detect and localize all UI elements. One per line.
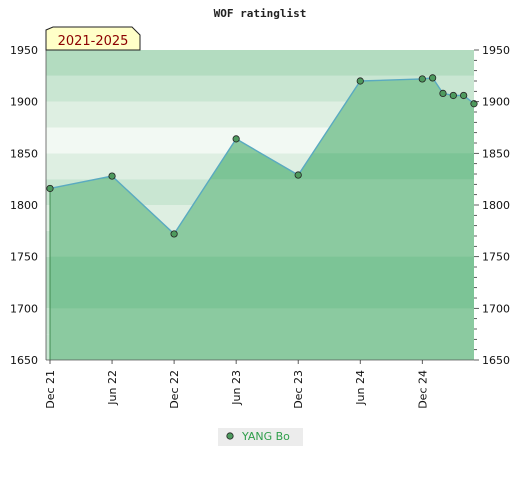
period-badge-shape <box>45 26 141 51</box>
y-tick-label-left: 1700 <box>10 302 38 315</box>
y-tick-label-left: 1850 <box>10 147 38 160</box>
x-tick-label: Dec 24 <box>416 370 429 409</box>
data-point[interactable] <box>470 100 478 108</box>
y-tick-label-left: 1650 <box>10 354 38 367</box>
legend-box <box>218 428 303 446</box>
y-tick-label-right: 1900 <box>482 96 510 109</box>
series-markers <box>46 74 478 238</box>
y-tick-label-left: 1900 <box>10 96 38 109</box>
data-point[interactable] <box>449 91 457 100</box>
data-point[interactable] <box>232 135 240 143</box>
dark-band <box>50 256 474 309</box>
x-tick-label: Dec 21 <box>44 370 57 409</box>
period-badge: 2021-2025 <box>45 26 141 51</box>
chart-title: WOF ratinglist <box>214 7 307 20</box>
legend-series-name: YANG Bo <box>241 430 290 443</box>
y-axis-right: 1650 1700 1750 1800 1850 1900 1950 <box>474 44 510 367</box>
data-point[interactable] <box>439 89 447 98</box>
data-point[interactable] <box>46 184 54 193</box>
background-band <box>46 50 474 76</box>
y-tick-label-left: 1800 <box>10 199 38 212</box>
x-tick-label: Jun 23 <box>230 370 243 406</box>
y-tick-label-left: 1750 <box>10 251 38 264</box>
y-tick-label-right: 1700 <box>482 302 510 315</box>
y-tick-label-left: 1950 <box>10 44 38 57</box>
legend[interactable]: YANG Bo <box>218 428 303 446</box>
data-point[interactable] <box>429 74 437 82</box>
data-point[interactable] <box>356 77 364 85</box>
y-tick-label-right: 1650 <box>482 354 510 367</box>
y-tick-label-right: 1850 <box>482 147 510 160</box>
data-point[interactable] <box>294 171 302 179</box>
x-axis: Dec 21 Jun 22 Dec 22 Jun 23 Dec 23 Jun 24 Dec … <box>44 359 474 409</box>
data-point[interactable] <box>108 172 116 180</box>
data-point[interactable] <box>460 91 468 100</box>
data-point[interactable] <box>170 230 178 238</box>
x-tick-label: Jun 24 <box>354 370 367 406</box>
x-tick-label: Dec 22 <box>168 370 181 409</box>
y-tick-label-right: 1800 <box>482 199 510 212</box>
data-point[interactable] <box>418 75 426 83</box>
y-tick-label-right: 1950 <box>482 44 510 57</box>
y-tick-label-right: 1750 <box>482 251 510 264</box>
legend-marker <box>226 432 234 440</box>
y-axis-left: 1650 1700 1750 1800 1850 1900 1950 <box>10 44 47 367</box>
period-badge-label: 2021-2025 <box>58 34 129 49</box>
x-tick-label: Dec 23 <box>292 370 305 409</box>
x-tick-label: Jun 22 <box>106 370 119 406</box>
